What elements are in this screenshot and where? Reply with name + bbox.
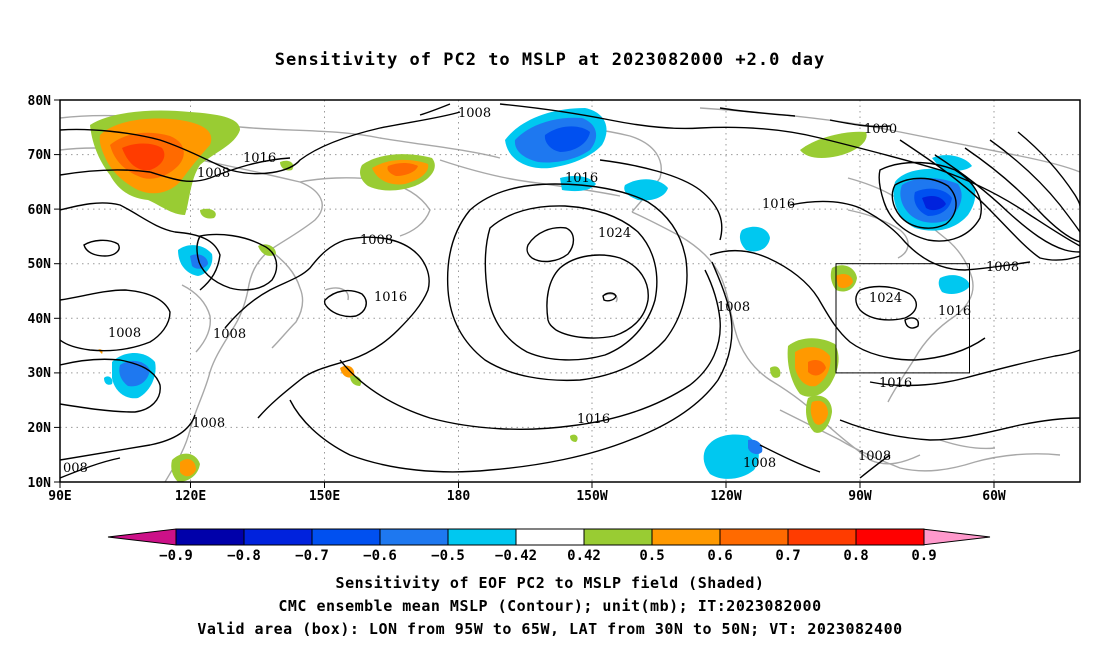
lat-label: 60N bbox=[28, 203, 52, 218]
lat-label: 10N bbox=[28, 476, 52, 491]
axis-ticks bbox=[54, 99, 995, 488]
colorbar-swatch bbox=[651, 528, 721, 546]
contour-label: 008 bbox=[63, 461, 88, 476]
caption-line-3: Valid area (box): LON from 95W to 65W, L… bbox=[197, 620, 903, 638]
lon-label: 60W bbox=[982, 489, 1006, 504]
lat-label: 70N bbox=[28, 148, 52, 163]
contour-label: 1008 bbox=[213, 327, 246, 342]
colorbar-swatch bbox=[379, 528, 449, 546]
colorbar-swatch bbox=[855, 528, 925, 546]
lon-label: 90E bbox=[48, 489, 71, 504]
colorbar-tick-label: 0.6 bbox=[707, 548, 732, 564]
contour-label: 1008 bbox=[192, 416, 225, 431]
colorbar-tick-label: −0.8 bbox=[227, 548, 261, 564]
colorbar-swatch bbox=[447, 528, 517, 546]
colorbar-swatch bbox=[311, 528, 381, 546]
valid-area-box bbox=[835, 263, 970, 374]
colorbar-tick-label: 0.7 bbox=[775, 548, 800, 564]
colorbar-low-extension bbox=[107, 528, 177, 546]
contour-label: 1024 bbox=[598, 226, 631, 241]
contour-label: 1016 bbox=[762, 197, 795, 212]
colorbar-tick-label: −0.42 bbox=[495, 548, 537, 564]
colorbar-swatch bbox=[787, 528, 857, 546]
lon-label: 120W bbox=[710, 489, 741, 504]
contour-label: 1024 bbox=[869, 291, 902, 306]
colorbar-tick-label: −0.6 bbox=[363, 548, 397, 564]
map-border bbox=[59, 99, 1081, 483]
contour-label: 1008 bbox=[458, 106, 491, 121]
lat-label: 20N bbox=[28, 421, 52, 436]
lat-label: 80N bbox=[28, 94, 52, 109]
lat-label: 40N bbox=[28, 312, 52, 327]
contour-label: 1016 bbox=[374, 290, 407, 305]
contour-label: 1016 bbox=[879, 376, 912, 391]
colorbar-tick-label: −0.5 bbox=[431, 548, 465, 564]
colorbar: −0.9 −0.8 −0.7 −0.6 −0.5 −0.42 0.42 0.5 0.6 0.7 0.… bbox=[107, 528, 991, 564]
contour-label: 1000 bbox=[864, 122, 897, 137]
contour-label: 1008 bbox=[360, 233, 393, 248]
lat-label: 30N bbox=[28, 366, 52, 381]
contour-label: 1008 bbox=[717, 300, 750, 315]
chart-title: Sensitivity of PC2 to MSLP at 2023082000… bbox=[274, 50, 826, 70]
contour-label: 1008 bbox=[108, 326, 141, 341]
colorbar-swatch bbox=[583, 528, 653, 546]
colorbar-swatch bbox=[243, 528, 313, 546]
lat-label: 50N bbox=[28, 257, 52, 272]
lon-label: 180 bbox=[447, 489, 471, 504]
contour-label: 1016 bbox=[565, 171, 598, 186]
colorbar-tick-label: −0.9 bbox=[159, 548, 193, 564]
contour-label: 1016 bbox=[938, 304, 971, 319]
colorbar-tick-label: 0.42 bbox=[567, 548, 601, 564]
lon-label: 120E bbox=[175, 489, 206, 504]
colorbar-tick-label: −0.7 bbox=[295, 548, 329, 564]
colorbar-high-extension bbox=[921, 528, 991, 546]
lon-label: 150E bbox=[309, 489, 340, 504]
sensitivity-shading bbox=[90, 108, 976, 482]
colorbar-swatch bbox=[175, 528, 245, 546]
colorbar-tick-label: 0.8 bbox=[843, 548, 868, 564]
contour-label: 1008 bbox=[986, 260, 1019, 275]
lon-label: 150W bbox=[576, 489, 607, 504]
contour-label: 1008 bbox=[743, 456, 776, 471]
contour-label: 1016 bbox=[577, 412, 610, 427]
mslp-contours bbox=[60, 103, 1080, 479]
caption-line-1: Sensitivity of EOF PC2 to MSLP field (Sh… bbox=[335, 574, 765, 592]
contour-label: 1008 bbox=[858, 449, 891, 464]
colorbar-swatch bbox=[515, 528, 585, 546]
colorbar-tick-label: 0.9 bbox=[911, 548, 936, 564]
colorbar-swatch bbox=[719, 528, 789, 546]
lon-label: 90W bbox=[848, 489, 872, 504]
contour-label: 1016 bbox=[243, 151, 276, 166]
caption-line-2: CMC ensemble mean MSLP (Contour); unit(m… bbox=[278, 597, 822, 615]
contour-label: 1008 bbox=[197, 166, 230, 181]
colorbar-tick-label: 0.5 bbox=[639, 548, 664, 564]
map-plot-area bbox=[60, 100, 1080, 482]
